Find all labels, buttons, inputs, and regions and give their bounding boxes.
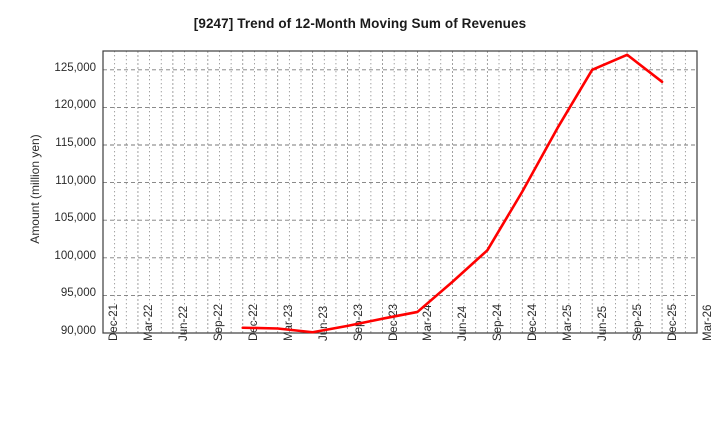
y-axis-tick-label: 125,000 <box>54 61 96 74</box>
y-axis-tick-label: 95,000 <box>60 287 96 300</box>
y-axis-tick-label: 90,000 <box>60 325 96 337</box>
grid-major-horizontal <box>103 69 697 334</box>
y-axis-tick-label: 105,000 <box>54 212 96 225</box>
y-axis-tick-label: 115,000 <box>55 137 96 149</box>
plot-frame <box>102 50 698 334</box>
revenue-trend-line <box>241 53 664 334</box>
y-axis-tick-label: 110,000 <box>55 174 96 187</box>
y-axis-tick-label: 100,000 <box>54 249 96 262</box>
chart-title: [9247] Trend of 12-Month Moving Sum of R… <box>193 16 527 31</box>
y-axis-tick-label: 120,000 <box>54 99 96 112</box>
grid-minor-vertical <box>114 51 686 333</box>
